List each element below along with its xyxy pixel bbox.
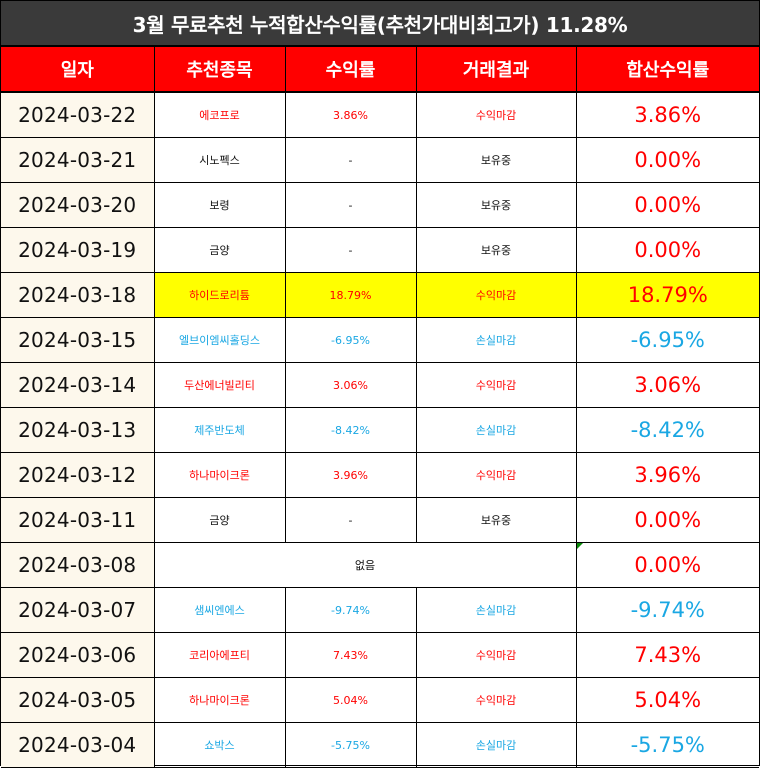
row-return: - — [284, 497, 417, 543]
row-return: 3.06% — [284, 362, 417, 408]
row-total: 0.00% — [575, 227, 759, 273]
row-total: 7.43% — [575, 632, 759, 678]
row-date: 2024-03-12 — [1, 452, 155, 498]
row-total: -9.74% — [575, 587, 759, 633]
row-stock: 샘씨엔에스 — [153, 587, 286, 633]
row-result: 보유중 — [415, 137, 577, 183]
row-result: 보유중 — [415, 182, 577, 228]
row-stock: 하이드로리튬 — [153, 272, 286, 318]
row-stock: 보령 — [153, 182, 286, 228]
header-total: 합산수익률 — [575, 46, 759, 93]
row-stock: 제주반도체 — [153, 407, 286, 453]
row-return: -9.74% — [284, 587, 417, 633]
row-result: 손실마감 — [415, 317, 577, 363]
row-total: -8.42% — [575, 407, 759, 453]
row-return: 3.96% — [284, 452, 417, 498]
table-row: 2024-03-13 제주반도체 -8.42% 손실마감 -8.42% — [1, 407, 759, 453]
row-stock: 금양 — [153, 497, 286, 543]
row-result: 보유중 — [415, 497, 577, 543]
row-result: 수익마감 — [415, 362, 577, 408]
row-stock: 엘브이엠씨홀딩스 — [153, 317, 286, 363]
row-result: 손실마감 — [415, 407, 577, 453]
row-total: 3.86% — [575, 91, 759, 138]
table-row: 2024-03-21 시노펙스 - 보유중 0.00% — [1, 137, 759, 183]
table-row: 2024-03-18 하이드로리튬 18.79% 수익마감 18.79% — [1, 272, 759, 318]
row-stock: 코리아에프티 — [153, 632, 286, 678]
table-row: 2024-03-07 샘씨엔에스 -9.74% 손실마감 -9.74% — [1, 587, 759, 633]
row-date: 2024-03-04 — [1, 722, 155, 768]
row-stock: 하나마이크론 — [153, 452, 286, 498]
sheet-title: 3월 무료추천 누적합산수익률(추천가대비최고가) 11.28% — [1, 1, 759, 46]
row-return: 18.79% — [284, 272, 417, 318]
row-date: 2024-03-22 — [1, 91, 155, 138]
row-date: 2024-03-20 — [1, 182, 155, 228]
row-return: 5.04% — [284, 677, 417, 723]
row-date: 2024-03-06 — [1, 632, 155, 678]
table-row: 2024-03-11 금양 - 보유중 0.00% — [1, 497, 759, 543]
row-return: -6.95% — [284, 317, 417, 363]
row-result: 수익마감 — [415, 632, 577, 678]
row-total: 0.00% — [575, 497, 759, 543]
row-stock: 금양 — [153, 227, 286, 273]
row-total: 5.04% — [575, 677, 759, 723]
row-date: 2024-03-19 — [1, 227, 155, 273]
table-row: 2024-03-22 에코프로 3.86% 수익마감 3.86% — [1, 91, 759, 138]
header-row: 일자 추천종목 수익률 거래결과 합산수익률 — [1, 46, 759, 93]
table-row: 2024-03-14 두산에너빌리티 3.06% 수익마감 3.06% — [1, 362, 759, 408]
row-date: 2024-03-08 — [1, 542, 155, 588]
row-stock: 두산에너빌리티 — [153, 362, 286, 408]
row-stock: 에코프로 — [153, 91, 286, 138]
table-row: 2024-03-19 금양 - 보유중 0.00% — [1, 227, 759, 273]
table-row: 2024-03-08 없음 0.00% — [1, 542, 759, 588]
row-total: 0.00% — [575, 137, 759, 183]
table-row: 2024-03-06 코리아에프티 7.43% 수익마감 7.43% — [1, 632, 759, 678]
row-return: -8.42% — [284, 407, 417, 453]
row-stock: 하나마이크론 — [153, 677, 286, 723]
row-date: 2024-03-14 — [1, 362, 155, 408]
row-total: 18.79% — [575, 272, 759, 318]
row-return: -5.75% — [284, 722, 417, 768]
row-date: 2024-03-11 — [1, 497, 155, 543]
row-total: 3.96% — [575, 452, 759, 498]
row-return: - — [284, 182, 417, 228]
row-result: 손실마감 — [415, 722, 577, 768]
row-total: 0.00% — [575, 182, 759, 228]
table-row: 2024-03-04 쇼박스 -5.75% 손실마감 -5.75% — [1, 722, 759, 768]
row-total: 3.06% — [575, 362, 759, 408]
row-date: 2024-03-21 — [1, 137, 155, 183]
row-stock: 시노펙스 — [153, 137, 286, 183]
header-stock: 추천종목 — [153, 46, 286, 93]
table-row: 2024-03-15 엘브이엠씨홀딩스 -6.95% 손실마감 -6.95% — [1, 317, 759, 363]
row-return: 7.43% — [284, 632, 417, 678]
table-row: 2024-03-12 하나마이크론 3.96% 수익마감 3.96% — [1, 452, 759, 498]
header-result: 거래결과 — [415, 46, 577, 93]
row-date: 2024-03-18 — [1, 272, 155, 318]
row-total: -5.75% — [575, 722, 759, 768]
header-date: 일자 — [1, 46, 155, 93]
row-date: 2024-03-15 — [1, 317, 155, 363]
row-date: 2024-03-07 — [1, 587, 155, 633]
header-return: 수익률 — [284, 46, 417, 93]
row-result: 수익마감 — [415, 452, 577, 498]
row-result: 보유중 — [415, 227, 577, 273]
table-row: 2024-03-20 보령 - 보유중 0.00% — [1, 182, 759, 228]
row-stock-merged: 없음 — [153, 542, 577, 588]
table-row: 2024-03-05 하나마이크론 5.04% 수익마감 5.04% — [1, 677, 759, 723]
row-stock: 쇼박스 — [153, 722, 286, 768]
row-result: 수익마감 — [415, 677, 577, 723]
row-date: 2024-03-13 — [1, 407, 155, 453]
row-date: 2024-03-05 — [1, 677, 155, 723]
row-return: 3.86% — [284, 91, 417, 138]
row-result: 손실마감 — [415, 587, 577, 633]
row-total: -6.95% — [575, 317, 759, 363]
row-return: - — [284, 227, 417, 273]
row-return: - — [284, 137, 417, 183]
returns-table: 일자 추천종목 수익률 거래결과 합산수익률 2024-03-22 에코프로 3.8… — [1, 46, 759, 768]
row-result: 수익마감 — [415, 91, 577, 138]
row-result: 수익마감 — [415, 272, 577, 318]
row-total: 0.00% — [575, 542, 759, 588]
